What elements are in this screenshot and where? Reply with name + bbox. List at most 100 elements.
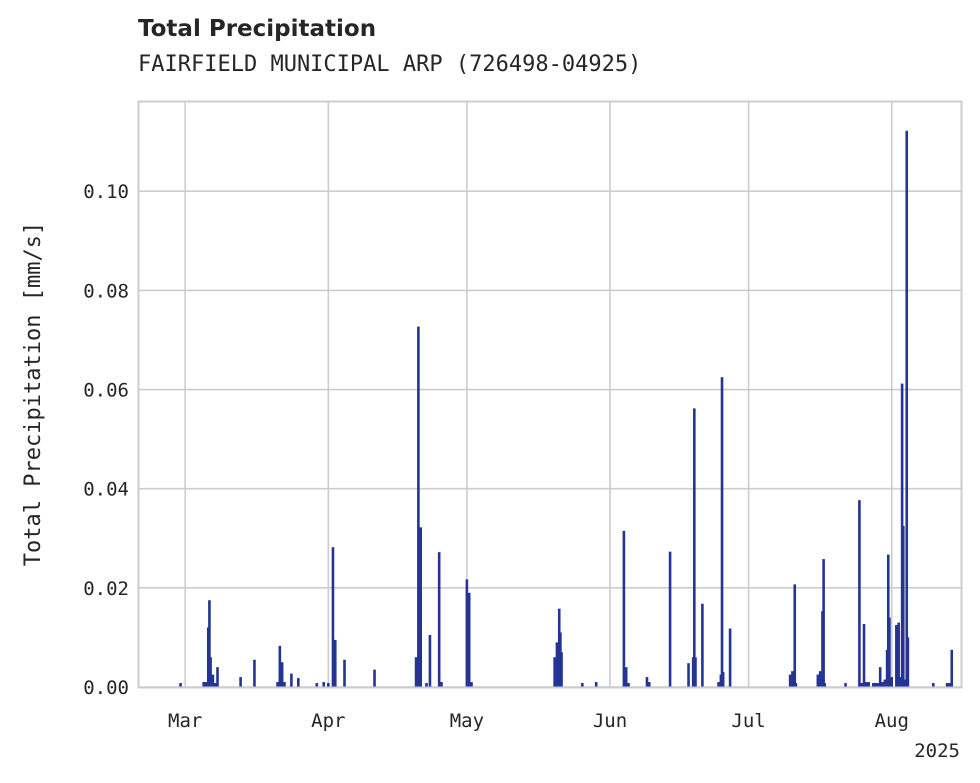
- x-tick-label: Aug: [875, 710, 909, 732]
- precipitation-bar: [794, 683, 798, 687]
- precipitation-bar: [467, 592, 471, 687]
- precipitation-bar: [693, 408, 696, 687]
- y-tick-label: 0.10: [83, 181, 129, 203]
- x-tick-label: Mar: [168, 710, 202, 732]
- precipitation-bar: [213, 683, 217, 687]
- precipitation-bar: [862, 624, 866, 687]
- chart-title: Total Precipitation: [138, 16, 377, 42]
- precipitation-bar: [209, 657, 212, 687]
- grid-lines: [139, 102, 961, 688]
- precipitation-bar: [315, 683, 319, 687]
- precipitation-bar: [373, 669, 376, 687]
- precipitation-bar: [867, 682, 870, 687]
- precipitation-bar: [948, 683, 951, 687]
- precipitation-bar: [816, 674, 820, 687]
- precipitation-bar: [290, 673, 293, 687]
- precipitation-bar: [327, 683, 330, 687]
- precipitation-bar: [440, 682, 443, 687]
- precipitation-bar: [333, 639, 337, 687]
- precipitation-bar: [931, 683, 935, 687]
- precipitation-bar: [950, 649, 954, 687]
- precipitation-bar: [437, 552, 441, 687]
- precipitation-bar: [788, 674, 792, 687]
- precipitation-bar: [890, 677, 894, 687]
- precipitation-bar: [717, 682, 720, 687]
- precipitation-bar: [208, 600, 211, 687]
- y-tick-label: 0.04: [83, 479, 129, 501]
- precipitation-bar: [278, 645, 282, 687]
- precipitation-bars: [179, 130, 954, 687]
- precipitation-bar: [721, 672, 725, 687]
- precipitation-bar: [871, 683, 875, 687]
- precipitation-bar: [728, 628, 732, 687]
- precipitation-bar: [331, 547, 335, 687]
- precipitation-bar: [701, 603, 704, 687]
- x-axis-ticks: Mar Apr May Jun Jul Aug: [168, 710, 909, 732]
- precipitation-bar: [624, 667, 628, 687]
- precipitation-bar: [865, 682, 868, 687]
- precipitation-bar: [283, 682, 286, 687]
- precipitation-bar: [419, 527, 422, 687]
- precipitation-bar: [878, 667, 882, 687]
- precipitation-bar: [687, 663, 690, 687]
- precipitation-bar: [297, 678, 300, 687]
- precipitation-bar: [874, 683, 877, 687]
- precipitation-bar: [239, 677, 242, 687]
- precipitation-bar: [322, 682, 326, 687]
- precipitation-bar: [888, 617, 891, 687]
- precipitation-bar: [905, 130, 909, 687]
- x-tick-label: May: [450, 710, 484, 732]
- precipitation-bar: [204, 682, 208, 687]
- precipitation-bar: [791, 671, 794, 687]
- y-tick-label: 0.06: [83, 380, 129, 402]
- precipitation-bar: [883, 679, 887, 687]
- precipitation-bar: [211, 674, 215, 687]
- precipitation-bar: [343, 659, 346, 687]
- y-axis-ticks: 0.00 0.02 0.04 0.06 0.08 0.10: [83, 181, 129, 699]
- precipitation-bar: [906, 637, 910, 687]
- y-tick-label: 0.02: [83, 578, 129, 600]
- precipitation-bar: [793, 584, 797, 687]
- precipitation-bar: [276, 682, 279, 687]
- precipitation-bar: [694, 657, 697, 687]
- precipitation-bar: [860, 683, 864, 687]
- precipitation-bar: [881, 682, 884, 687]
- precipitation-bar: [417, 326, 420, 687]
- plot-frame: [137, 100, 963, 689]
- precipitation-bar: [876, 683, 880, 687]
- precipitation-bar: [594, 682, 598, 687]
- precipitation-bar: [818, 671, 822, 687]
- precipitation-bar: [897, 622, 900, 687]
- precipitation-bar: [822, 559, 825, 687]
- y-tick-label: 0.08: [83, 280, 129, 302]
- precipitation-bar: [555, 642, 559, 687]
- precipitation-bar: [581, 683, 584, 687]
- y-tick-label: 0.00: [83, 677, 129, 699]
- precipitation-bar: [647, 682, 651, 687]
- precipitation-bar: [470, 682, 473, 687]
- precipitation-bar: [179, 683, 182, 687]
- precipitation-bar: [280, 662, 284, 687]
- precipitation-bar: [627, 683, 630, 687]
- x-tick-label: Apr: [311, 710, 345, 732]
- precipitation-bar: [720, 377, 724, 687]
- precipitation-bar: [622, 530, 626, 687]
- precipitation-bar: [428, 634, 432, 687]
- precipitation-bar: [425, 683, 428, 687]
- precipitation-bar: [414, 657, 418, 687]
- x-tick-label: Jun: [593, 710, 627, 732]
- y-axis-label: Total Precipitation [mm/s]: [21, 222, 46, 566]
- x-tick-label: Jul: [731, 710, 765, 732]
- precipitation-bar: [465, 579, 469, 687]
- precipitation-bar: [553, 657, 556, 687]
- x-axis-year-label: 2025: [914, 740, 960, 762]
- precipitation-bar: [844, 683, 847, 687]
- precipitation-bar: [901, 525, 905, 687]
- precipitation-bar: [253, 659, 256, 687]
- precipitation-bar: [823, 683, 827, 687]
- precipitation-bar: [895, 625, 898, 687]
- precipitation-bar: [202, 682, 205, 687]
- precipitation-bar: [858, 500, 861, 687]
- precipitation-bar: [945, 683, 949, 687]
